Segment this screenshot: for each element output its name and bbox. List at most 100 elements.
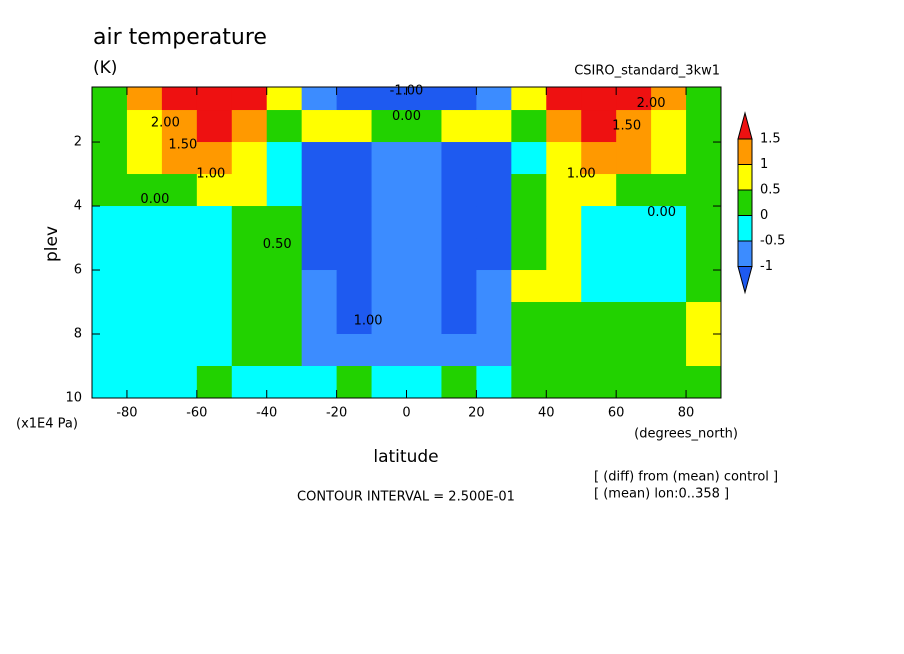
field-cell xyxy=(196,302,233,335)
field-cell xyxy=(161,142,198,175)
field-cell xyxy=(616,366,652,398)
y-tick-label: 6 xyxy=(74,263,82,278)
contour-label: 0.00 xyxy=(140,192,169,207)
field-cell xyxy=(406,87,442,111)
field-cell xyxy=(616,302,652,335)
field-cell xyxy=(371,110,407,143)
field-cell xyxy=(581,110,617,143)
field-cell xyxy=(651,270,687,303)
field-cell xyxy=(686,142,721,175)
field-cell xyxy=(406,142,442,175)
field-cell xyxy=(371,366,407,398)
field-cell xyxy=(231,334,268,367)
field-cell xyxy=(476,87,512,111)
field-cell xyxy=(161,238,198,271)
field-cell xyxy=(581,302,617,335)
x-units: (degrees_north) xyxy=(634,427,738,442)
field-cell xyxy=(231,366,268,398)
field-cell xyxy=(371,270,407,303)
field-cell xyxy=(196,238,233,271)
field-cell xyxy=(92,366,128,398)
note: [ (mean) lon:0..358 ] xyxy=(594,487,729,502)
field-cell xyxy=(511,366,547,398)
colorbar-label: 0 xyxy=(760,208,768,223)
contour-label: 1.50 xyxy=(612,119,641,134)
contour-label: 1.00 xyxy=(354,314,383,329)
field-cell xyxy=(581,270,617,303)
field-cell xyxy=(441,366,477,398)
colorbar-tip xyxy=(737,266,753,295)
field-cell xyxy=(511,238,547,271)
field-cell xyxy=(511,174,547,207)
field-cell xyxy=(336,302,373,335)
field-cell xyxy=(126,142,163,175)
field-cell xyxy=(336,238,373,271)
x-tick-label: 60 xyxy=(608,406,625,421)
field-cell xyxy=(231,270,268,303)
field-cell xyxy=(92,206,128,239)
units: (K) xyxy=(93,58,117,78)
field-cell xyxy=(546,238,582,271)
field-cell xyxy=(92,142,128,175)
field-cell xyxy=(546,87,582,111)
field-cell xyxy=(161,87,198,111)
field-cell xyxy=(441,142,477,175)
x-tick-label: -60 xyxy=(186,406,207,421)
field-cell xyxy=(126,238,163,271)
field-cell xyxy=(476,302,512,335)
field-cell xyxy=(651,110,687,143)
field-cell xyxy=(336,366,373,398)
colorbar-label: 1.5 xyxy=(760,132,781,147)
field-cell xyxy=(161,110,198,143)
field-cell xyxy=(92,238,128,271)
field-cell xyxy=(441,110,477,143)
field-cell xyxy=(161,174,198,207)
field-cell xyxy=(266,110,303,143)
colorbar-box xyxy=(737,215,753,242)
field-cell xyxy=(406,366,442,398)
field-cell xyxy=(616,110,652,143)
field-cell xyxy=(651,238,687,271)
field-cell xyxy=(476,366,512,398)
field-cell xyxy=(546,110,582,143)
field-cell xyxy=(301,87,338,111)
field-cell xyxy=(371,87,407,111)
field-cell xyxy=(266,238,303,271)
field-cell xyxy=(476,110,512,143)
field-cell xyxy=(581,87,617,111)
field-cell xyxy=(686,206,721,239)
field-cell xyxy=(476,270,512,303)
y-axis-label: plev xyxy=(42,226,62,262)
y-tick-label: 10 xyxy=(65,391,82,406)
field-cell xyxy=(616,334,652,367)
field-cell xyxy=(92,87,128,111)
field-cell xyxy=(651,174,687,207)
field-cell xyxy=(196,334,233,367)
field-cell xyxy=(686,366,721,398)
contour-label: 1.00 xyxy=(567,167,596,182)
field-cell xyxy=(546,334,582,367)
field-cell xyxy=(161,334,198,367)
field-cell xyxy=(301,110,338,143)
field-cell xyxy=(301,302,338,335)
field-cell xyxy=(476,206,512,239)
field-cell xyxy=(161,302,198,335)
field-cell xyxy=(92,334,128,367)
overlay: 0.001.001.502.000.50-1.000.001.001.001.5… xyxy=(65,83,785,420)
field-cell xyxy=(126,87,163,111)
field-cell xyxy=(301,142,338,175)
field-cell xyxy=(581,142,617,175)
field-cell xyxy=(476,174,512,207)
y-tick-label: 8 xyxy=(74,327,82,342)
field-cell xyxy=(511,142,547,175)
field-cell xyxy=(161,206,198,239)
field-cell xyxy=(336,142,373,175)
field-cell xyxy=(406,110,442,143)
field-cell xyxy=(301,174,338,207)
field-cell xyxy=(476,334,512,367)
x-tick-label: 0 xyxy=(402,406,410,421)
contour-label: 0.00 xyxy=(392,109,421,124)
field-cell xyxy=(92,174,128,207)
field-cell xyxy=(336,174,373,207)
field-cell xyxy=(616,87,652,111)
